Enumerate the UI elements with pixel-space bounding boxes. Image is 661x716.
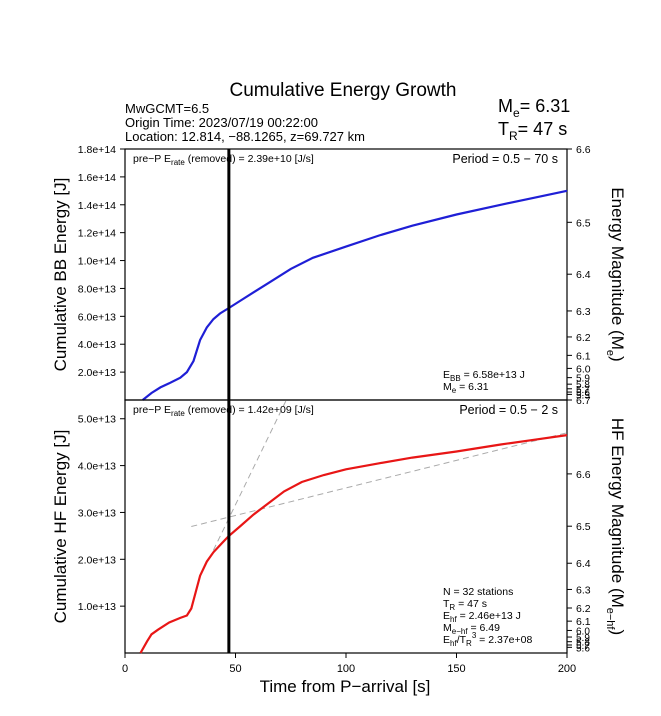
y-tick-label: 2.0e+13 [78, 554, 116, 566]
y-tick-label: 4.0e+13 [78, 461, 116, 473]
y-tick-label: 4.0e+13 [78, 339, 116, 351]
y-tick-label: 1.0e+14 [78, 256, 116, 268]
mag-tick-label: 5.9 [576, 633, 590, 644]
mag-tick-label: 6.1 [576, 350, 591, 362]
x-tick-label: 150 [447, 663, 465, 675]
note-line: Me = 6.31 [443, 381, 489, 395]
guide-line [191, 432, 568, 527]
y-tick-label: 1.0e+13 [78, 601, 116, 613]
erate-text: pre−P Erate (removed) = 1.42e+09 [J/s] [133, 404, 314, 418]
note-line: Me−hf = 6.49 [443, 622, 500, 636]
erate-text: pre−P Erate (removed) = 2.39e+10 [J/s] [133, 153, 314, 167]
y2-axis-label: Energy Magnitude (Me) [604, 187, 627, 361]
location: Location: 12.814, −88.1265, z=69.727 km [125, 129, 365, 144]
mag-tick-label: 6.7 [576, 395, 591, 407]
mag-tick-label: 5.8 [576, 380, 590, 391]
period-label: Period = 0.5 − 2 s [459, 403, 558, 417]
mag-tick-label: 6.0 [576, 626, 590, 637]
y-tick-label: 1.2e+14 [78, 228, 116, 240]
mag-tick-label: 6.2 [576, 603, 591, 615]
y-tick-label: 8.0e+13 [78, 283, 116, 295]
mag-tick-label: 5.6 [576, 643, 590, 654]
note-line: Ehf = 2.46e+13 J [443, 610, 521, 624]
figure-title: Cumulative Energy Growth [229, 80, 456, 101]
bb-energy-panel: 2.0e+13 4.0e+13 6.0e+13 8.0e+13 1.0e+14 1.2e+… [51, 144, 627, 401]
y2-axis-label: HF Energy Magnitude (Me−hf) [604, 418, 627, 635]
y-tick-label: 1.4e+14 [78, 200, 116, 212]
period-label: Period = 0.5 − 70 s [452, 152, 558, 166]
mag-tick-label: 6.6 [576, 469, 591, 481]
mag-tick-label: 6.0 [576, 363, 591, 375]
y-tick-label: 3.0e+13 [78, 507, 116, 519]
header-tr: TR= 47 s [498, 119, 567, 143]
mag-tick-label: 6.3 [576, 306, 591, 318]
mag-tick-label: 5.8 [576, 638, 590, 649]
mag-tick-label: 5.5 [576, 390, 590, 401]
note-line: N = 32 stations [443, 586, 513, 598]
panel-frame [124, 148, 568, 401]
mag-tick-label: 6.3 [576, 584, 591, 596]
hf-energy-panel: 1.0e+132.0e+133.0e+134.0e+135.0e+136.16.… [51, 395, 627, 654]
mag-tick-label: 6.6 [576, 144, 591, 156]
note-line: TR = 47 s [443, 598, 487, 612]
y-tick-label: 6.0e+13 [78, 311, 116, 323]
y-axis-label: Cumulative BB Energy [J] [51, 178, 70, 372]
mag-tick-label: 6.2 [576, 332, 591, 344]
y-tick-label: 2.0e+13 [78, 367, 116, 379]
time-axis: 0 50 100 150 200 [122, 653, 576, 675]
y-tick-label: 5.0e+13 [78, 414, 116, 426]
data-line [142, 189, 568, 401]
mag-tick-label: 6.4 [576, 269, 591, 281]
note-line: Ehf/TR3 = 2.37e+08 [443, 631, 532, 648]
mag-tick-label: 6.5 [576, 521, 591, 533]
mag-tick-label: 5.6 [576, 388, 590, 399]
mag-tick-label: 6.5 [576, 217, 591, 229]
mag-tick-label: 6.4 [576, 558, 591, 570]
mag-tick-label: 5.9 [576, 374, 590, 385]
origin-time: Origin Time: 2023/07/19 00:22:00 [125, 115, 318, 130]
mag-tick-label: 5.7 [576, 385, 590, 396]
y-tick-label: 1.8e+14 [78, 144, 116, 156]
header-me: Me= 6.31 [498, 96, 570, 120]
x-axis-label: Time from P−arrival [s] [260, 677, 431, 696]
x-tick-label: 100 [337, 663, 355, 675]
mag-tick-label: 6.1 [576, 616, 591, 628]
y-axis-label: Cumulative HF Energy [J] [51, 430, 70, 624]
mag-tick-label: 5.7 [576, 641, 590, 652]
x-tick-label: 0 [122, 663, 128, 675]
x-tick-label: 50 [229, 663, 241, 675]
mw-label: MwGCMT=6.5 [125, 101, 209, 116]
note-line: EBB = 6.58e+13 J [443, 369, 525, 383]
guide-line [208, 399, 287, 560]
x-tick-label: 200 [558, 663, 576, 675]
y-tick-label: 1.6e+14 [78, 172, 116, 184]
